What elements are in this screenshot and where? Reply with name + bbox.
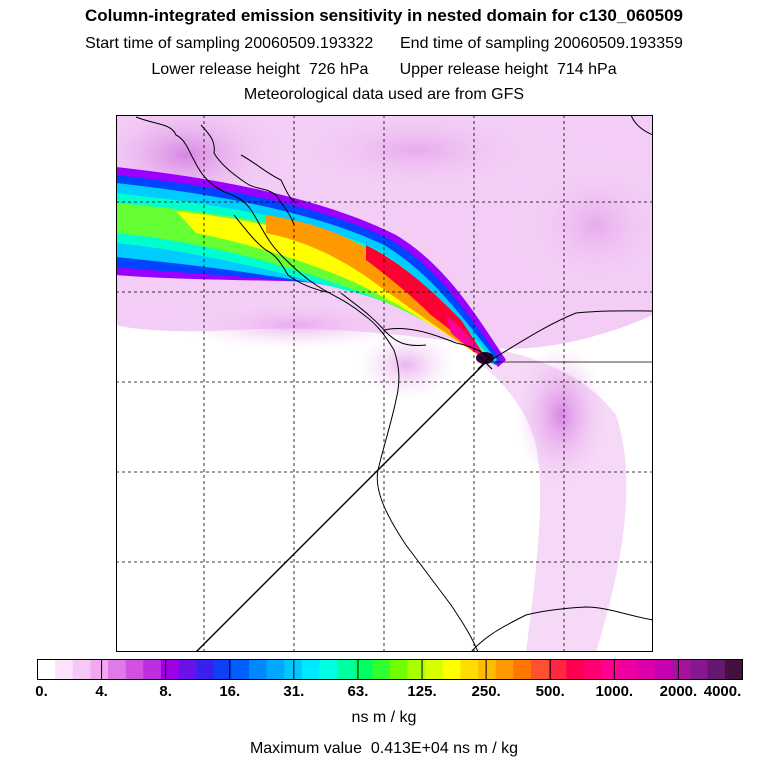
upper-height-label: Upper release height — [399, 61, 549, 78]
colorbar-tick-label: 500. — [535, 683, 565, 700]
lower-height-label: Lower release height — [151, 61, 300, 78]
plume-band — [176, 211, 490, 362]
colorbar-segment — [425, 659, 444, 680]
colorbar-segment — [37, 659, 56, 680]
max-value-number: 0.413E+04 ns m / kg — [370, 740, 519, 757]
colorbar-segment — [249, 659, 267, 680]
colorbar-segment — [672, 659, 690, 680]
colorbar-segment — [619, 659, 638, 680]
end-time-value: 20060509.193359 — [553, 35, 683, 52]
colorbar-segment — [143, 659, 162, 680]
max-value-label: Maximum value — [249, 740, 362, 757]
colorbar-tick-label: 125. — [407, 683, 437, 700]
plot-title: Column-integrated emission sensitivity i… — [84, 6, 684, 25]
colorbar-tick-label: 31. — [283, 683, 305, 700]
sensitivity-map — [116, 115, 653, 652]
colorbar-segment — [601, 659, 620, 680]
emission-plume — [116, 167, 506, 367]
colorbar-tick-label: 8. — [159, 683, 172, 700]
plume-band — [266, 215, 488, 361]
country-border — [490, 310, 653, 361]
map-frame — [116, 115, 653, 652]
colorbar-tick-label: 4. — [95, 683, 108, 700]
coastline — [240, 154, 297, 204]
colorbar-segment — [231, 659, 250, 680]
colorbar-segment — [478, 659, 497, 680]
sensitivity-blob — [516, 345, 606, 485]
colorbar-segment — [284, 659, 303, 680]
colorbar-segment — [196, 659, 215, 680]
upper-height-value: 714 hPa — [557, 61, 617, 78]
plume-band — [446, 315, 487, 360]
coastline — [135, 116, 479, 652]
colorbar-segment — [72, 659, 91, 680]
country-border — [383, 327, 492, 361]
maximum-value: Maximum value 0.413E+04 ns m / kg — [0, 740, 768, 758]
sensitivity-blob — [176, 300, 416, 350]
colorbar-segment — [178, 659, 197, 680]
sensitivity-blob — [276, 115, 556, 195]
release-point-marker — [477, 354, 493, 370]
colorbar-segment — [354, 659, 373, 680]
end-time-label: End time of sampling — [400, 35, 550, 52]
start-time-label: Start time of sampling — [85, 35, 240, 52]
colorbar-segment — [390, 659, 408, 680]
flight-track-line — [195, 361, 487, 652]
colorbar-segment — [548, 659, 567, 680]
colorbar-segment — [160, 659, 179, 680]
colorbar-tick-label: 0. — [35, 683, 48, 700]
colorbar-segment — [460, 659, 479, 680]
colorbar-tick-label: 2000. — [659, 683, 698, 700]
colorbar-segment — [654, 659, 673, 680]
coastline — [200, 124, 295, 226]
sensitivity-blob — [356, 330, 456, 400]
plume-core — [476, 352, 494, 364]
release-height-row: Lower release height 726 hPa Upper relea… — [0, 61, 768, 79]
country-border — [470, 606, 653, 652]
colorbar-tick-label: 16. — [219, 683, 241, 700]
colorbar-segment — [372, 659, 391, 680]
sensitivity-blob — [516, 155, 653, 295]
colorbar-segment — [301, 659, 320, 680]
colorbar-tick-label: 1000. — [595, 683, 634, 700]
colorbar-segment — [724, 659, 743, 680]
sampling-time-row: Start time of sampling 20060509.193322 E… — [0, 35, 768, 53]
colorbar-segment — [583, 659, 602, 680]
colorbar-segment — [707, 659, 726, 680]
start-time-value: 20060509.193322 — [244, 35, 374, 52]
country-border — [233, 214, 332, 294]
colorbar-tick-label: 63. — [347, 683, 369, 700]
colorbar-segment — [125, 659, 144, 680]
colorbar-segment — [531, 659, 549, 680]
colorbar-segment — [689, 659, 708, 680]
colorbar-segment — [407, 659, 426, 680]
country-border — [630, 115, 653, 136]
colorbar-segment — [108, 659, 126, 680]
colorbar-tick-labels: 0. 4. 8. 16. 31. 63. 125. 250. 500. 1000. 2000. 400… — [0, 683, 768, 705]
colorbar-segment — [319, 659, 338, 680]
colorbar-frame — [37, 659, 743, 680]
colorbar-segment — [513, 659, 532, 680]
colorbar-tick-label: 250. — [471, 683, 501, 700]
colorbar-segment — [266, 659, 285, 680]
coastlines-and-borders — [135, 115, 653, 652]
colorbar-segment — [90, 659, 109, 680]
colorbar-segment — [337, 659, 356, 680]
met-data-note: Meteorological data used are from GFS — [243, 86, 525, 103]
colorbar-segment — [636, 659, 655, 680]
colorbar-segment — [566, 659, 585, 680]
colorbar-segment — [55, 659, 74, 680]
colorbar-segment — [442, 659, 461, 680]
lower-height-value: 726 hPa — [308, 61, 369, 78]
colorbar — [37, 659, 743, 680]
colorbar-units: ns m / kg — [351, 709, 417, 726]
plume-band — [116, 203, 492, 362]
colorbar-segment — [213, 659, 232, 680]
colorbar-segment — [495, 659, 514, 680]
colorbar-tick-label: 4000. — [703, 683, 742, 700]
